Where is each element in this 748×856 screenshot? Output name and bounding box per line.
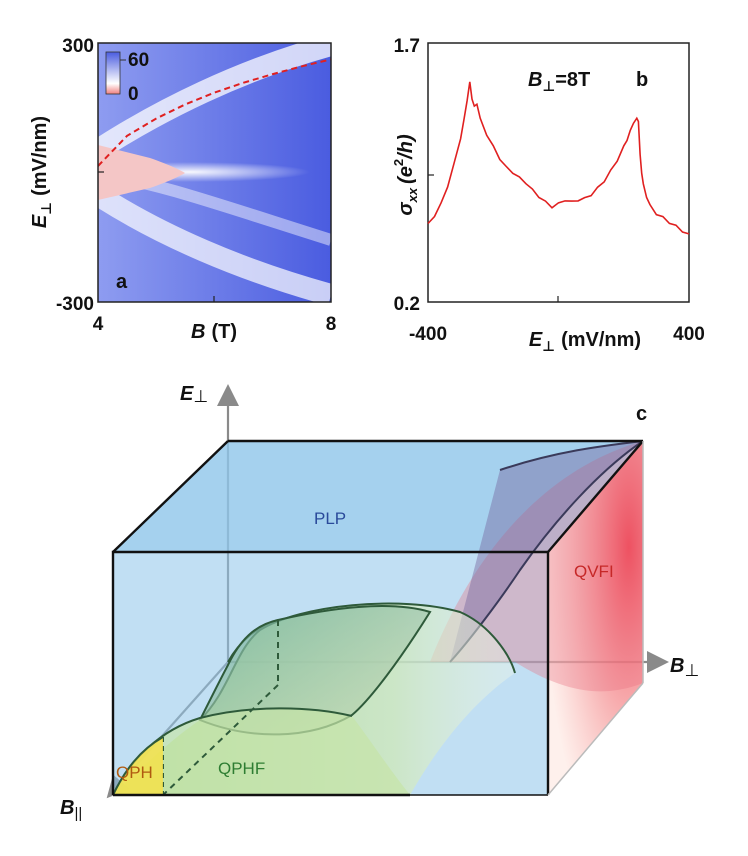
b-xtick-right: 400 [673, 324, 705, 345]
c-axis-bpar-label: B|| [60, 797, 82, 822]
b-annotation: B⊥=8T [528, 69, 590, 94]
b-xlabel-unit: (mV/nm) [561, 329, 641, 351]
c-axis-bperp-var: B [670, 655, 684, 677]
b-ylabel-tail: /h) [395, 134, 417, 160]
a-xtick-left: 4 [93, 314, 104, 335]
c-axis-e-label: E⊥ [180, 383, 208, 406]
panel-a-label: a [116, 271, 128, 293]
conductance-trace [427, 81, 690, 235]
qvfi-boundary-surface [449, 440, 644, 663]
a-xtick-right: 8 [326, 314, 337, 335]
c-axis-e-var: E [180, 383, 194, 405]
phase-label-qph: QPH [116, 763, 153, 782]
panel-b-frame [427, 42, 690, 303]
c-axis-bperp-sub: ⊥ [684, 661, 699, 680]
colorbar-min-label: 0 [128, 84, 139, 105]
qphf-front-surface [113, 707, 410, 795]
b-ylabel-sub: xx [405, 187, 420, 203]
c-axis-e-sub: ⊥ [193, 387, 208, 406]
b-xlabel-sub: ⊥ [542, 338, 555, 354]
panel-a-heatmap: 60 0 300 -300 4 8 B (T) E⊥ (mV/nm) a [29, 36, 336, 343]
panel-b-label: b [636, 69, 648, 91]
b-xtick-left: -400 [409, 324, 447, 345]
a-xlabel-unit: (T) [211, 321, 237, 343]
right-bottom-edge [547, 682, 644, 796]
b-annotation-value: =8T [555, 69, 590, 91]
colorbar-max-label: 60 [128, 50, 149, 71]
b-ylabel: σxx (e2/h) [391, 134, 420, 216]
b-xlabel: E⊥ (mV/nm) [529, 329, 641, 354]
a-ylabel: E⊥ (mV/nm) [29, 116, 54, 228]
right-face [548, 441, 643, 795]
a-xlabel-var: B [191, 321, 205, 343]
b-ytick-bottom: 0.2 [394, 294, 420, 315]
c-axis-bpar-var: B [60, 797, 74, 819]
a-ylabel-unit: (mV/nm) [29, 116, 51, 196]
qph-boundary [112, 736, 164, 796]
phase-label-qvfi: QVFI [574, 562, 614, 581]
c-axis-bpar-sub: || [74, 805, 82, 822]
b-ylabel-unit: (e [395, 166, 417, 184]
dashed-boundary [98, 58, 331, 167]
phase-label-plp: PLP [314, 509, 346, 528]
panel-b-lineplot: 1.7 0.2 -400 400 E⊥ (mV/nm) σxx(e2/h) B⊥=… [391, 36, 705, 354]
a-ylabel-sub: ⊥ [38, 202, 54, 215]
b-ylabel-sup: 2 [391, 159, 406, 166]
c-axis-bperp-label: B⊥ [670, 655, 699, 680]
a-ytick-bottom: -300 [56, 294, 94, 315]
front-edges [111, 550, 550, 795]
heatmap-upper-fan [98, 43, 331, 160]
b-xlabel-var: E [529, 329, 543, 351]
b-annotation-sub: ⊥ [542, 78, 555, 94]
a-ytick-top: 300 [62, 36, 94, 57]
panel-c-label: c [636, 403, 647, 425]
a-xlabel: B (T) [191, 321, 237, 343]
b-ytick-top: 1.7 [394, 36, 420, 57]
panel-c-phase-diagram: PLP QVFI QPHF QPH E⊥ B⊥ B|| c [60, 383, 699, 822]
qph-region [113, 737, 163, 795]
top-right-edge [547, 440, 644, 553]
b-ylabel-var: σ [395, 202, 417, 216]
box-outline [111, 439, 644, 797]
phase-label-qphf: QPHF [218, 759, 265, 778]
a-ylabel-var: E [29, 214, 51, 228]
colorbar [105, 51, 121, 95]
dashed-diagonal [162, 684, 279, 796]
heatmap-lower-fan [98, 185, 331, 302]
b-annotation-var: B [528, 69, 542, 91]
top-face [113, 441, 643, 552]
top-left-edge [112, 440, 229, 553]
heatmap-negative-region [98, 145, 185, 200]
